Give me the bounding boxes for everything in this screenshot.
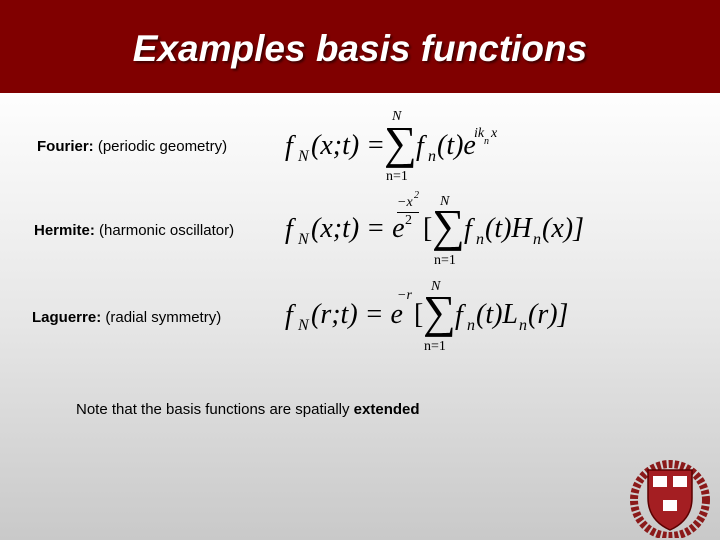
label: Hermite: (harmonic oscillator) (34, 222, 234, 239)
math: ∑ (432, 200, 465, 251)
math: N (392, 109, 402, 124)
math: f (464, 214, 472, 245)
math: −x (397, 195, 413, 210)
fraction-line (397, 212, 419, 213)
logo (630, 460, 710, 538)
math: (t)L (476, 299, 518, 330)
math: f (285, 300, 293, 331)
math: n=1 (424, 339, 446, 354)
note-emphasis: extended (353, 401, 420, 418)
math: 2 (405, 213, 412, 228)
label: Fourier: (periodic geometry) (37, 138, 227, 155)
logo-book (673, 476, 687, 487)
title: Examples basis functions (132, 28, 588, 69)
logo-book (663, 500, 677, 511)
math: (x)] (542, 213, 584, 244)
math: ∑ (384, 117, 417, 168)
label: Laguerre: (radial symmetry) (32, 309, 221, 326)
label-desc: (radial symmetry) (105, 309, 222, 326)
label-desc: (periodic geometry) (97, 138, 228, 155)
math: n=1 (434, 253, 456, 268)
math: ∑ (423, 286, 456, 337)
math: ik (474, 126, 485, 141)
title-bar (0, 0, 720, 93)
math: N (431, 279, 441, 294)
note-text: Note that the basis functions are spatia… (76, 401, 350, 418)
math: N (298, 148, 309, 165)
logo-book (653, 476, 667, 487)
math: (r;t) = e (311, 299, 403, 330)
label-name: Hermite: (34, 222, 95, 239)
math: [ (423, 213, 433, 244)
math: n (476, 231, 484, 248)
label-name: Fourier: (37, 138, 94, 155)
math: N (298, 317, 309, 334)
math: f (285, 214, 293, 245)
math: (t)e (437, 130, 476, 161)
note: Note that the basis functions are spatia… (76, 401, 420, 418)
logo-wreath (630, 460, 710, 538)
math: f (455, 300, 463, 331)
math: n=1 (386, 169, 408, 184)
math: (t)H (485, 213, 532, 244)
math: n (428, 148, 436, 165)
math: N (440, 194, 450, 209)
math: n (519, 317, 527, 334)
math: x (491, 126, 498, 141)
math: (r)] (528, 299, 569, 330)
math: (x;t) = e (311, 213, 405, 244)
math: (x;t) = (311, 130, 386, 161)
math: N (298, 231, 309, 248)
math: −r (397, 288, 412, 303)
math: f (416, 131, 424, 162)
math: n (484, 136, 489, 147)
math: f (285, 131, 293, 162)
math: 2 (414, 190, 419, 201)
math: [ (414, 299, 424, 330)
label-name: Laguerre: (32, 309, 102, 326)
label-desc: (harmonic oscillator) (99, 222, 235, 239)
math: n (533, 231, 541, 248)
math: n (467, 317, 475, 334)
